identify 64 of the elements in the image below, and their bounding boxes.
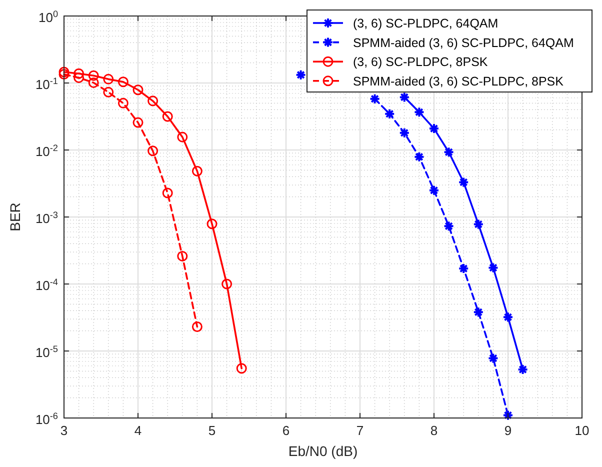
point — [443, 220, 454, 232]
point — [88, 77, 99, 88]
legend-label: SPMM-aided (3, 6) SC-PLDPC, 64QAM — [353, 36, 574, 50]
point — [58, 69, 70, 80]
point — [398, 127, 410, 138]
point — [148, 96, 158, 106]
point — [458, 263, 470, 274]
point — [414, 106, 425, 118]
y-tick-label: 10$^{-1}$ — [35, 76, 58, 92]
legend-label: (3, 6) SC-PLDPC, 64QAM — [353, 16, 498, 30]
x-tick-label: 10 — [574, 423, 590, 438]
point — [58, 66, 70, 78]
x-tick-label: 7 — [356, 423, 364, 438]
y-tick-label: 10$^{-4}$ — [35, 277, 58, 293]
x-axis-title: Eb/N0 (dB) — [288, 443, 358, 459]
x-tick-label: 4 — [134, 423, 142, 438]
point — [192, 166, 202, 176]
point — [192, 322, 202, 332]
x-tick-label: 3 — [60, 423, 68, 438]
point — [103, 86, 114, 98]
y-tick-label: 10$^{-5}$ — [35, 344, 58, 360]
point — [443, 146, 454, 158]
point — [88, 70, 99, 81]
y-axis-title: BER — [7, 202, 23, 232]
point — [369, 93, 380, 104]
point — [118, 76, 128, 88]
y-tick-label: 10$^{-2}$ — [35, 143, 58, 159]
point — [177, 132, 188, 142]
x-tick-label: 5 — [208, 423, 216, 438]
y-tick-label: 10$^{0}$ — [38, 9, 58, 25]
point — [488, 262, 499, 274]
point — [384, 108, 396, 120]
point — [428, 184, 440, 196]
point — [148, 146, 158, 156]
point — [162, 111, 173, 122]
point — [132, 117, 144, 128]
x-tick-label: 8 — [430, 423, 438, 438]
y-tick-label: 10$^{-3}$ — [35, 210, 58, 226]
x-tick-label: 6 — [282, 423, 290, 438]
point — [398, 92, 410, 103]
point — [414, 151, 425, 162]
point — [74, 68, 84, 79]
point — [206, 218, 218, 230]
point — [428, 123, 440, 134]
point — [236, 363, 247, 374]
legend-label: (3, 6) SC-PLDPC, 8PSK — [353, 55, 488, 70]
point — [118, 98, 128, 108]
point — [162, 188, 173, 198]
point — [295, 69, 306, 80]
point — [132, 84, 144, 96]
point — [502, 312, 514, 323]
point — [488, 352, 499, 364]
point — [103, 74, 114, 84]
point — [517, 364, 528, 375]
point — [177, 250, 188, 262]
point — [472, 218, 484, 230]
point — [472, 306, 484, 318]
point — [458, 176, 470, 188]
legend-label: SPMM-aided (3, 6) SC-PLDPC, 8PSK — [353, 74, 564, 88]
point — [502, 410, 514, 421]
x-tick-label: 9 — [504, 423, 512, 438]
y-tick-label: 10$^{-6}$ — [35, 411, 58, 427]
point — [222, 278, 232, 290]
point — [74, 72, 84, 83]
